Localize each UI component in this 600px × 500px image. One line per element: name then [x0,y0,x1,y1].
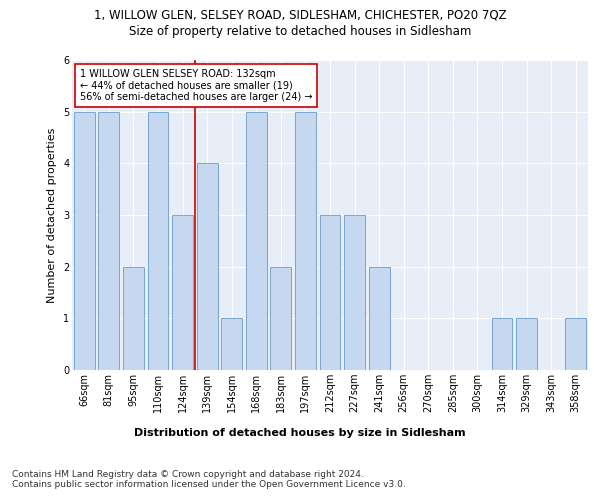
Text: Size of property relative to detached houses in Sidlesham: Size of property relative to detached ho… [129,25,471,38]
Bar [271,266,292,370]
Text: Contains HM Land Registry data © Crown copyright and database right 2024.
Contai: Contains HM Land Registry data © Crown c… [12,470,406,490]
Bar [368,266,389,370]
Y-axis label: Number of detached properties: Number of detached properties [47,128,58,302]
Bar [197,164,218,370]
Bar [516,318,537,370]
Bar [320,215,340,370]
Bar [295,112,316,370]
Bar [221,318,242,370]
Bar [565,318,586,370]
Bar [246,112,267,370]
Bar [74,112,95,370]
Bar [123,266,144,370]
Text: Distribution of detached houses by size in Sidlesham: Distribution of detached houses by size … [134,428,466,438]
Bar [148,112,169,370]
Bar [344,215,365,370]
Text: 1 WILLOW GLEN SELSEY ROAD: 132sqm
← 44% of detached houses are smaller (19)
56% : 1 WILLOW GLEN SELSEY ROAD: 132sqm ← 44% … [80,70,312,102]
Bar [491,318,512,370]
Bar [172,215,193,370]
Bar [98,112,119,370]
Text: 1, WILLOW GLEN, SELSEY ROAD, SIDLESHAM, CHICHESTER, PO20 7QZ: 1, WILLOW GLEN, SELSEY ROAD, SIDLESHAM, … [94,9,506,22]
